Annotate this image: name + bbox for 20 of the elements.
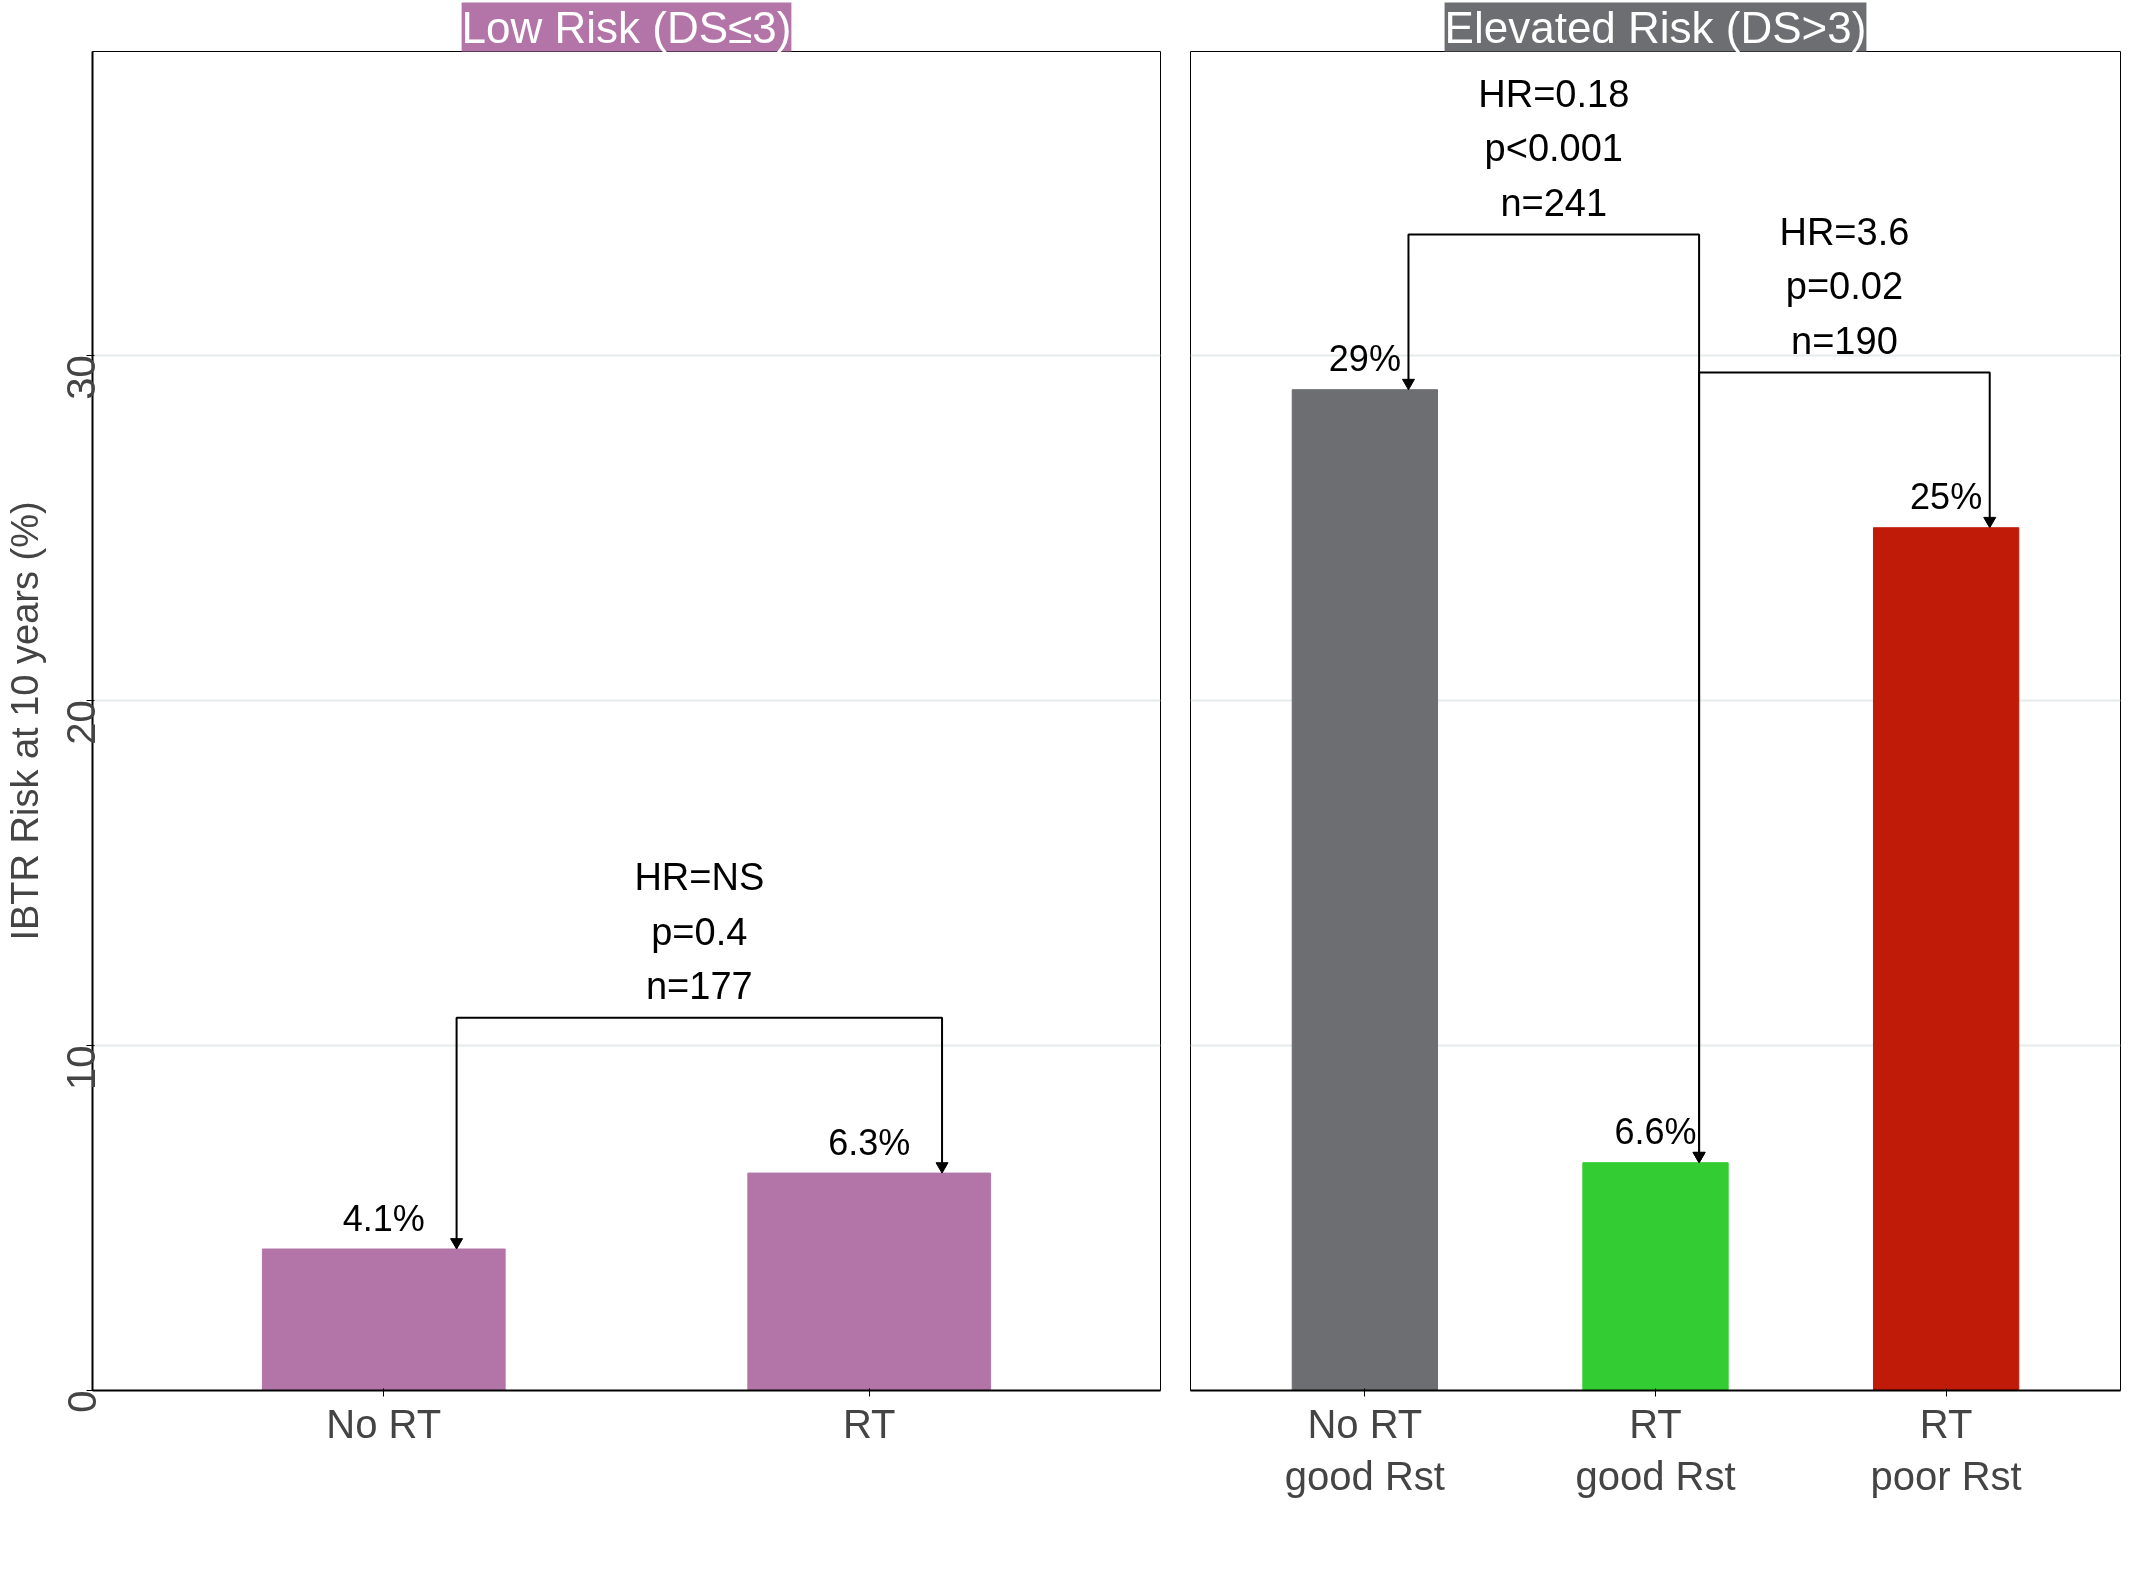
y-tick-label: 20: [59, 700, 104, 745]
chart-title: Low Risk (DS≤3): [461, 2, 792, 52]
y-tick-label: 10: [59, 1045, 104, 1090]
x-tick-label: No RT good Rst: [1284, 1401, 1445, 1499]
data-label: 6.3%: [828, 1121, 911, 1163]
y-axis-title: IBTR Risk at 10 years (%): [3, 501, 46, 941]
data-label: 6.6%: [1614, 1111, 1697, 1153]
data-label: 25%: [1910, 476, 1983, 518]
x-tick-label: RT good Rst: [1575, 1401, 1736, 1499]
x-tick-label: No RT: [326, 1401, 442, 1446]
annotation: HR=NS p=0.4 n=177: [634, 856, 765, 1008]
annotation: HR=3.6 p=0.02 n=190: [1779, 210, 1910, 363]
chart-title: Elevated Risk (DS>3): [1444, 2, 1867, 52]
y-tick-label: 30: [59, 355, 104, 400]
data-label: 29%: [1328, 338, 1401, 380]
y-tick-label: 0: [59, 1390, 104, 1413]
data-label: 4.1%: [342, 1197, 425, 1239]
x-tick-label: RT poor Rst: [1870, 1401, 2022, 1499]
x-tick-label: RT: [842, 1401, 896, 1446]
annotation: HR=0.18 p<0.001 n=241: [1478, 72, 1630, 225]
